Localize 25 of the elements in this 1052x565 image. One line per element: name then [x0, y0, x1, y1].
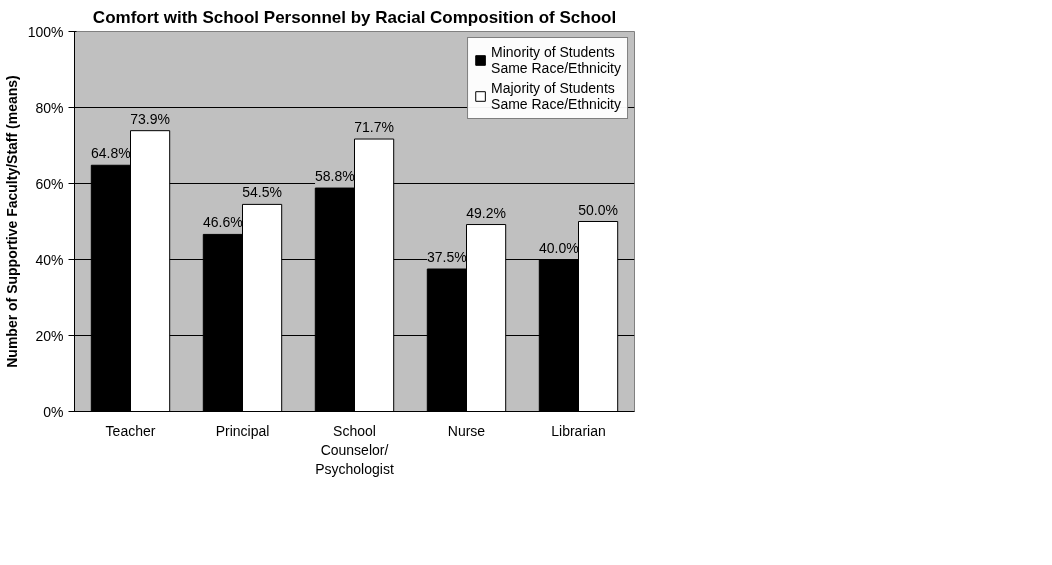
- data-label: 64.8%: [91, 145, 131, 162]
- y-tick-label: 60%: [35, 175, 64, 192]
- legend-label: Minority of Students Same Race/Ethnicity: [491, 44, 621, 76]
- y-tick-label: 20%: [35, 327, 64, 344]
- y-tick-label: 100%: [27, 23, 64, 40]
- legend-label: Majority of Students Same Race/Ethnicity: [491, 80, 621, 112]
- y-tick-label: 40%: [35, 251, 64, 268]
- x-tick-label: Teacher: [105, 422, 156, 439]
- data-label: 37.5%: [427, 249, 467, 265]
- data-label: 71.7%: [354, 119, 394, 136]
- y-tick-label: 0%: [43, 403, 64, 420]
- data-label: 50.0%: [578, 201, 618, 218]
- data-label: 46.6%: [203, 214, 243, 231]
- x-tick-label: Librarian: [551, 422, 606, 439]
- data-label: 58.8%: [315, 168, 355, 185]
- data-label: 49.2%: [466, 204, 506, 221]
- x-tick-label: Nurse: [447, 422, 486, 439]
- chart-title: Comfort with School Personnel by Racial Composition of School: [92, 7, 617, 27]
- y-axis-title: Number of Supportive Faculty/Staff (means): [3, 75, 20, 368]
- x-tick-label: Principal: [215, 422, 270, 439]
- data-label: 73.9%: [130, 110, 170, 127]
- x-tick-label: School Counselor/ Psychologist: [315, 422, 394, 477]
- y-tick-label: 80%: [35, 99, 64, 116]
- data-label: 40.0%: [539, 239, 579, 256]
- data-label: 54.5%: [242, 184, 282, 201]
